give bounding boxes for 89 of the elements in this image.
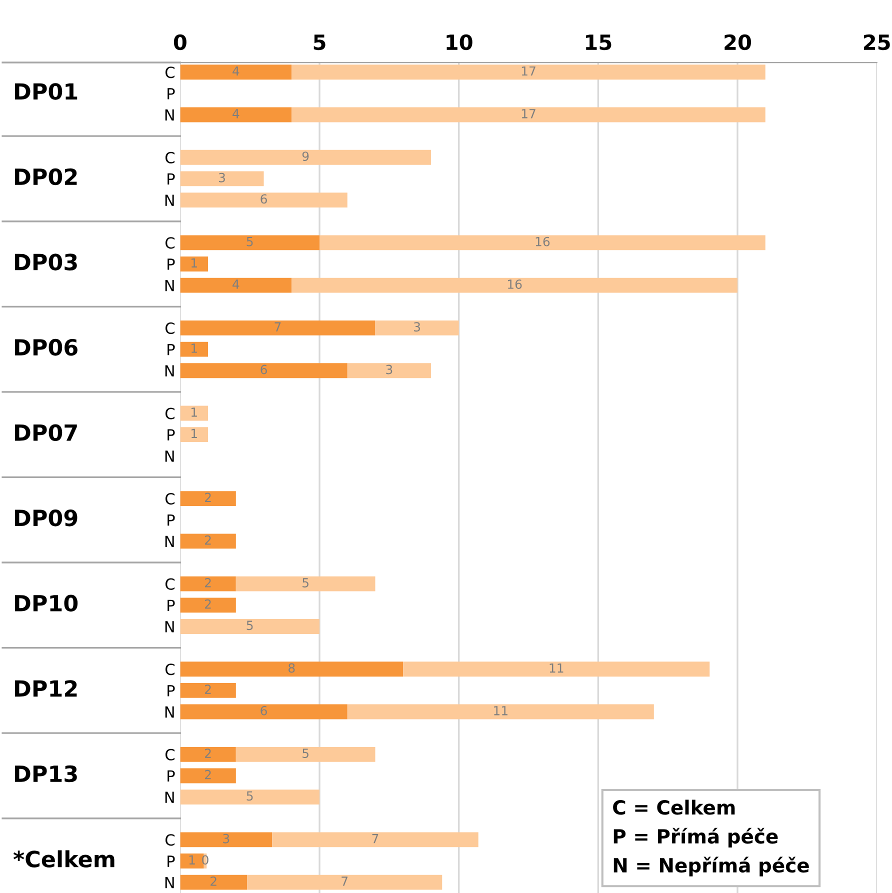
data-label: 2 <box>204 578 211 588</box>
x-tick-label: 10 <box>446 34 472 50</box>
text: DP10 <box>15 594 78 612</box>
data-label: 5 <box>246 620 253 630</box>
y-tick-label: C <box>166 493 174 505</box>
x-tick-label: 15 <box>586 34 612 50</box>
data-label: 1 <box>192 258 197 268</box>
data-label: 2 <box>204 748 211 758</box>
data-label: 3 <box>386 364 392 374</box>
y-tick-label: P <box>168 856 175 867</box>
data-label: 2 <box>204 535 211 545</box>
y-tick-label: P <box>168 258 175 270</box>
data-label: 5 <box>302 578 308 588</box>
y-tick-label: C <box>166 66 174 78</box>
y-tick-label: P <box>168 600 175 611</box>
data-label: 17 <box>522 109 536 118</box>
y-tick-label: P <box>168 344 175 356</box>
x-tick-label: 5 <box>314 34 326 50</box>
y-tick-label: N <box>165 536 174 547</box>
data-label: 1 <box>192 428 197 438</box>
y-tick-label: C <box>166 578 174 590</box>
data-label: 16 <box>508 279 522 289</box>
data-label: 1 <box>192 408 197 417</box>
text: DP12 <box>15 680 77 697</box>
data-label: 16 <box>536 236 550 246</box>
data-label: 2 <box>210 876 216 886</box>
annotation: N = Nepřímá péče <box>614 856 809 876</box>
y-tick-label: N <box>165 194 174 206</box>
y-tick-label: P <box>168 685 175 696</box>
text: DP03 <box>15 254 77 270</box>
text: *Celkem <box>13 850 114 868</box>
x-tick-label: 25 <box>864 34 890 50</box>
data-label: 3 <box>218 172 225 182</box>
y-tick-label: P <box>168 514 175 526</box>
y-tick-label: N <box>165 365 174 376</box>
y-tick-label: N <box>165 792 174 803</box>
data-label: 7 <box>372 834 378 844</box>
data-label: 9 <box>302 152 309 162</box>
y-tick-label: N <box>165 109 174 121</box>
data-label: 5 <box>246 791 253 801</box>
y-tick-label: N <box>165 621 174 632</box>
y-tick-label: C <box>166 748 174 760</box>
annotation: C = Celkem <box>613 800 735 815</box>
data-label: 7 <box>274 322 281 332</box>
annotation: P = Přímá péče <box>614 828 778 848</box>
text: DP02 <box>15 168 77 186</box>
data-label: 6 <box>260 706 267 716</box>
y-tick-label: C <box>166 152 174 164</box>
y-tick-label: C <box>166 408 174 420</box>
text: DP13 <box>15 765 77 782</box>
text: DP09 <box>15 510 78 526</box>
y-tick-label: C <box>166 664 174 676</box>
y-tick-label: N <box>165 877 174 888</box>
data-label: 11 <box>494 706 508 716</box>
data-label: 1 <box>192 344 197 353</box>
data-label: 0 <box>202 855 208 865</box>
data-label: 2 <box>204 492 211 502</box>
data-label: 3 <box>414 322 420 332</box>
text: DP07 <box>15 424 77 442</box>
data-label: 2 <box>204 684 211 694</box>
y-tick-label: N <box>165 280 174 292</box>
y-tick-label: N <box>165 450 174 462</box>
data-label: 2 <box>204 770 211 780</box>
data-label: 17 <box>522 66 536 76</box>
data-label: 7 <box>342 876 348 886</box>
data-label: 4 <box>232 66 240 76</box>
y-tick-label: N <box>165 706 174 718</box>
data-label: 4 <box>232 280 240 289</box>
data-label: 5 <box>302 748 308 758</box>
y-tick-label: C <box>166 834 174 846</box>
y-tick-label: P <box>168 88 175 100</box>
data-label: 6 <box>260 364 267 374</box>
data-label: 3 <box>223 834 230 844</box>
text: DP01 <box>15 83 78 100</box>
data-label: 11 <box>550 663 564 673</box>
y-tick-label: C <box>166 237 174 249</box>
y-tick-label: P <box>168 173 175 185</box>
data-label: 4 <box>232 109 240 118</box>
text: DP06 <box>15 338 78 356</box>
data-label: 6 <box>260 194 267 204</box>
data-label: 1 <box>189 855 195 864</box>
y-tick-label: C <box>166 322 174 334</box>
y-tick-label: P <box>168 770 175 782</box>
data-label: 8 <box>288 663 295 673</box>
y-tick-label: P <box>168 429 175 440</box>
x-tick-label: 20 <box>724 34 752 50</box>
data-label: 2 <box>204 599 211 609</box>
data-label: 5 <box>246 237 253 246</box>
x-tick-label: 0 <box>174 34 186 50</box>
